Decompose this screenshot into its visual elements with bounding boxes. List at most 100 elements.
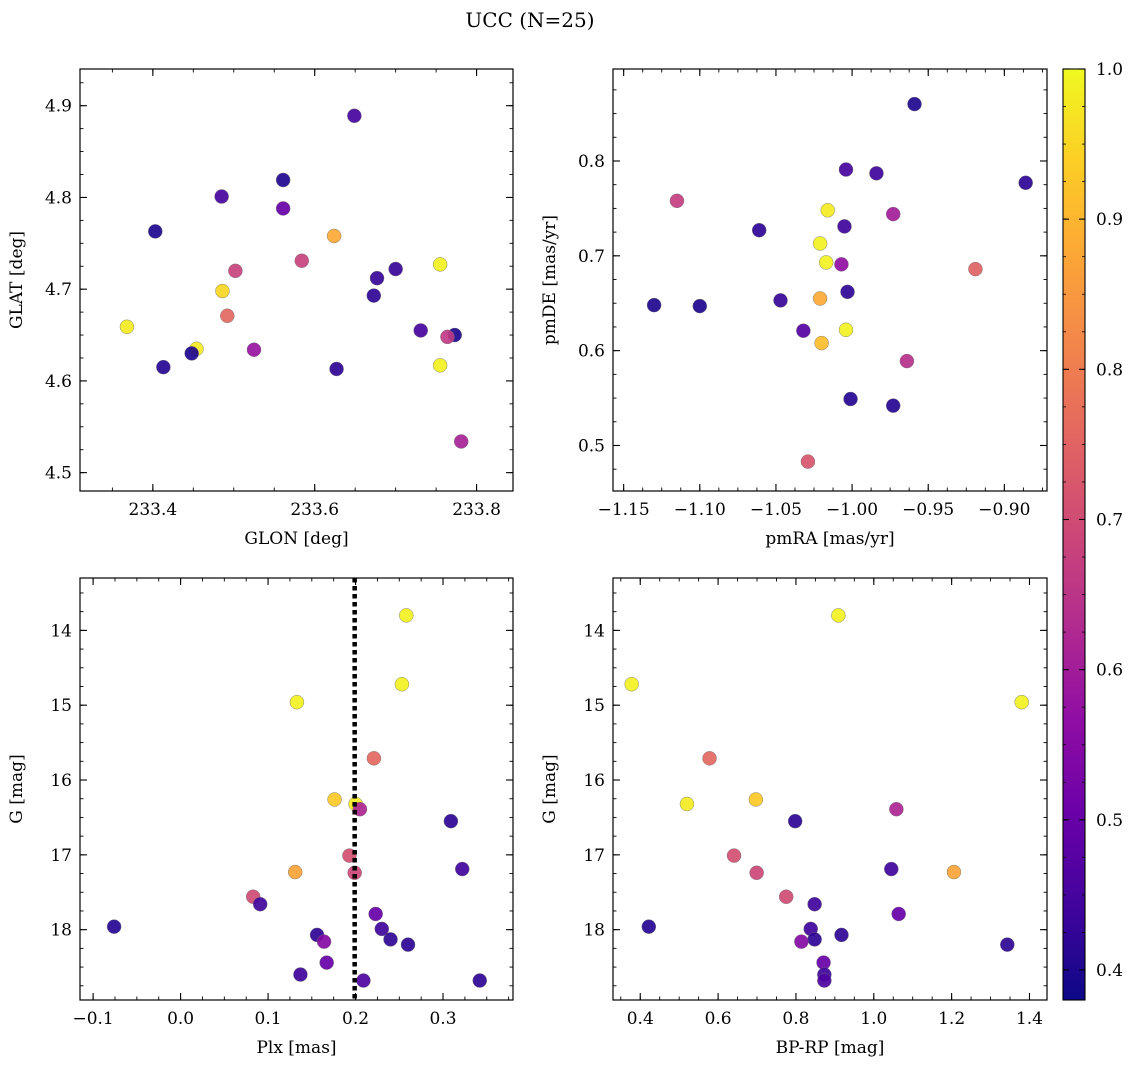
colorbar-tick-label: 0.5 [1096,811,1123,831]
scatter-point [840,284,855,300]
y-tick-label: 4.5 [45,464,72,484]
x-axis-label: GLON [deg] [244,529,348,549]
y-tick-label: 4.8 [45,188,72,208]
scatter-point [275,172,291,188]
x-axis-label: BP-RP [mag] [776,1038,885,1058]
scatter-point [369,270,385,286]
scatter-point [812,236,828,251]
scatter-point [1000,937,1015,952]
scatter-point [812,291,828,306]
scatter-point [289,695,305,710]
scatter-point [646,297,662,313]
scatter-point [749,865,764,881]
scatter-point [374,921,389,937]
scatter-point [751,223,767,238]
scatter-point [388,261,403,277]
x-tick-label: 1.0 [860,1009,887,1029]
scatter-point [366,751,382,766]
colorbar: 0.4 0.5 0.6 0.7 0.8 0.9 1.0 [1062,60,1123,1001]
scatter-point [413,323,428,338]
y-tick-label: 15 [583,696,605,716]
y-tick-label: 17 [583,846,605,866]
plot-frame [612,68,1048,492]
scatter-point [641,919,657,934]
colorbar-tick-label: 0.8 [1096,360,1123,380]
scatter-point [885,398,901,413]
y-tick-label: 0.5 [578,436,605,456]
y-tick-label: 16 [583,771,605,791]
plot-frame [79,68,514,492]
y-tick-label: 4.7 [45,280,72,300]
y-tick-label: 0.6 [578,342,605,362]
scatter-point [679,796,695,812]
y-tick-label: 15 [50,696,72,716]
scatter-point [800,454,816,469]
scatter-point [293,967,308,982]
scatter-point [106,919,122,934]
scatter-point [889,802,904,817]
scatter-point [287,864,303,880]
scatter-point [726,848,742,863]
y-tick-label: 18 [50,921,72,941]
y-tick-label: 4.6 [45,372,72,392]
x-axis-label: Plx [mas] [256,1038,336,1058]
colorbar-tick-label: 0.7 [1096,510,1123,530]
y-tick-label: 14 [583,621,605,641]
scatter-point [252,897,268,912]
y-axis-label: GLAT [deg] [7,231,27,329]
scatter-point [837,219,852,234]
scatter-point [834,927,849,943]
scatter-point [394,677,410,692]
x-tick-label: 0.0 [167,1009,194,1029]
x-tick-label: −1.00 [826,500,878,520]
y-axis-label: G [mag] [540,754,560,823]
scatter-point [807,897,822,912]
scatter-point [383,932,398,947]
scatter-point [817,973,832,988]
x-tick-label: −1.15 [598,500,650,520]
scatter-point [818,255,834,270]
scatter-point [907,96,922,112]
panel-4: 0.4 0.6 0.8 1.0 1.2 1.4 14 15 16 17 18 BP-RP [mag] G… [540,577,1048,1058]
x-tick-label: 0.2 [342,1009,369,1029]
x-tick-label: 0.4 [627,1009,654,1029]
y-tick-label: 0.7 [578,247,605,267]
scatter-point [119,319,135,334]
y-tick-label: 14 [50,621,72,641]
x-tick-label: 233.6 [290,500,339,520]
x-tick-label: −0.95 [902,500,954,520]
scatter-point [215,283,230,299]
y-tick-label: 4.9 [45,97,72,117]
scatter-point [214,189,229,204]
scatter-point [891,906,906,922]
scatter-point [787,813,803,829]
scatter-point [148,224,163,239]
colorbar-gradient [1062,68,1086,1001]
scatter-point [885,206,901,222]
x-tick-label: 1.2 [938,1009,965,1029]
y-axis-label: pmDE [mas/yr] [540,215,560,345]
y-tick-label: 0.8 [578,152,605,172]
scatter-point [294,253,309,268]
scatter-point [624,677,639,692]
scatter-point [316,934,332,949]
x-tick-label: 0.3 [429,1009,456,1029]
panel-1: 233.4 233.6 233.8 4.5 4.6 4.7 4.8 4.9 GLON [deg]… [7,68,514,549]
colorbar-tick-label: 0.4 [1096,961,1123,981]
x-tick-label: 0.1 [255,1009,282,1029]
y-tick-label: 18 [583,921,605,941]
y-tick-label: 16 [50,771,72,791]
x-tick-label: 1.4 [1016,1009,1043,1029]
scatter-point [472,973,487,988]
scatter-point [968,261,983,277]
plot-frame [612,577,1048,1001]
colorbar-tick-label: 1.0 [1096,60,1123,80]
x-tick-label: −0.90 [978,500,1030,520]
panel-2: −1.15 −1.10 −1.05 −1.00 −0.95 −0.90 0.5 0.6 0.7 0… [540,68,1048,549]
scatter-point [807,932,822,947]
scatter-point [1014,695,1029,710]
scatter-point [366,288,381,303]
scatter-point [319,955,334,970]
scatter-point [329,361,344,377]
scatter-point [796,323,811,338]
